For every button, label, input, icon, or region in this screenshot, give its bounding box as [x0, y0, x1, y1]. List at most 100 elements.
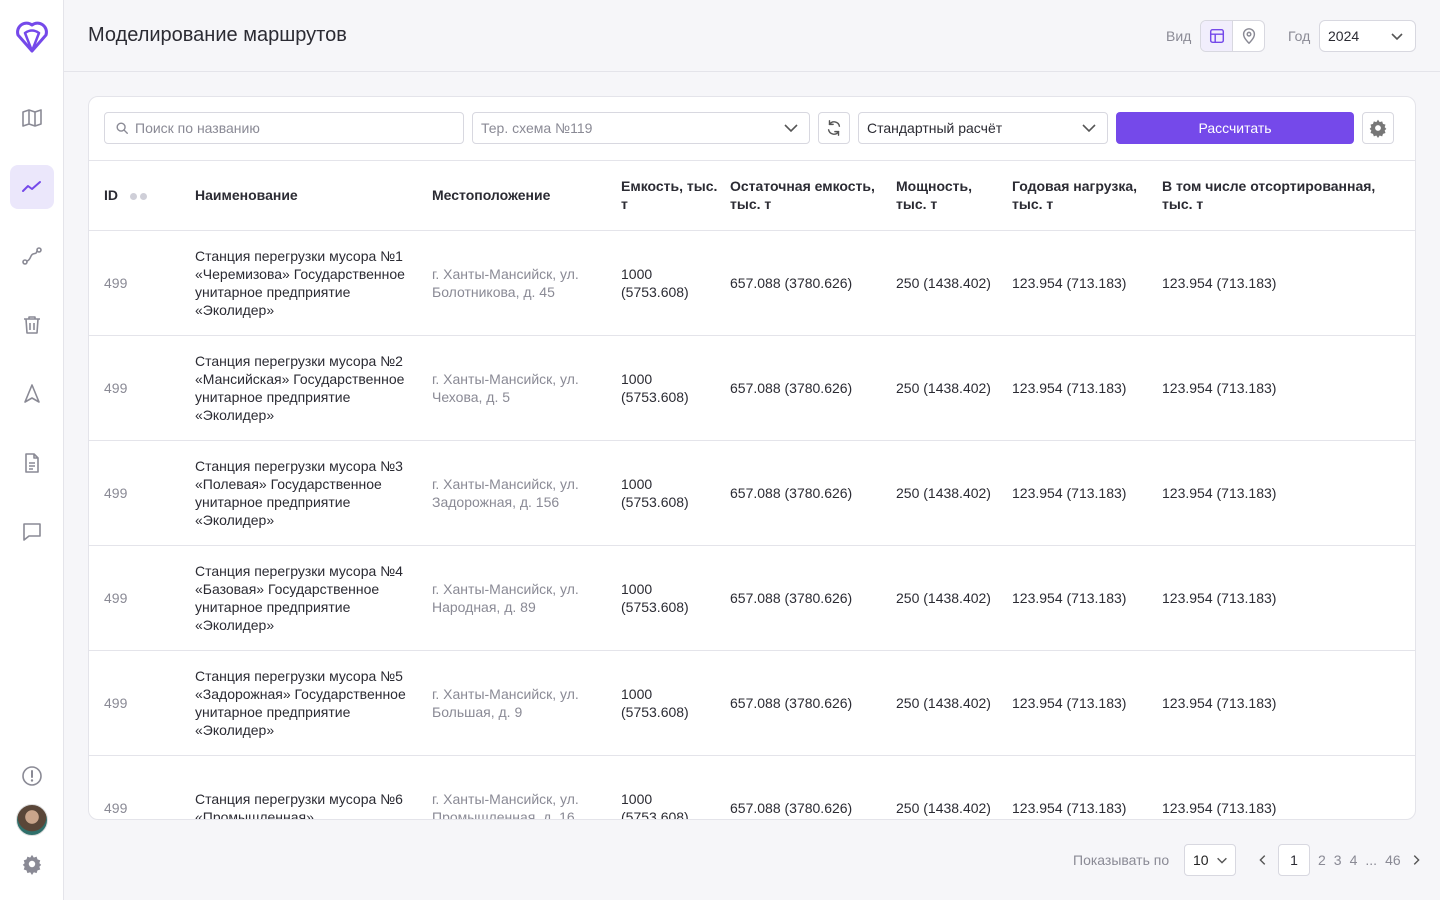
per-page-select[interactable]: 10 [1184, 844, 1236, 876]
chat-icon [23, 523, 41, 541]
cell-power: 250 (1438.402) [896, 440, 1012, 546]
chevron-right-icon [1413, 855, 1420, 865]
cell-sorted: 123.954 (713.183) [1162, 545, 1415, 651]
table-row[interactable]: 499 Станция перегрузки мусора №4 «Базовая… [89, 545, 1415, 651]
cell-location: г. Ханты-Мансийск, ул. Задорожная, д. 15… [432, 440, 621, 546]
year-label: Год [1288, 28, 1311, 44]
chevron-down-icon [784, 124, 798, 133]
cell-annual: 123.954 (713.183) [1012, 440, 1162, 546]
refresh-button[interactable] [818, 112, 850, 144]
cell-sorted: 123.954 (713.183) [1162, 440, 1415, 546]
sort-icon[interactable] [130, 193, 147, 201]
cell-name: Станция перегрузки мусора №5 «Задорожная… [195, 650, 432, 756]
route-icon [22, 247, 42, 265]
column-header-sorted: В том числе отсортированная, тыс. т [1162, 161, 1415, 231]
cell-location: г. Ханты-Мансийск, ул. Промышленная, д. … [432, 755, 621, 819]
alert-button[interactable] [10, 760, 54, 792]
chart-line-icon [22, 181, 41, 192]
sidebar-item-routes[interactable] [10, 234, 54, 278]
cell-residual: 657.088 (3780.626) [730, 545, 896, 651]
pagination: 1 2 3 4 ... 46 [1252, 844, 1427, 876]
sidebar-item-navigation[interactable] [10, 372, 54, 416]
table-header-row: ID Наименование Местоположение Емкость, … [89, 161, 1415, 231]
cell-location: г. Ханты-Мансийск, ул. Большая, д. 9 [432, 650, 621, 756]
cell-power: 250 (1438.402) [896, 230, 1012, 336]
page-2[interactable]: 2 [1318, 852, 1326, 868]
prev-page-button[interactable] [1252, 853, 1274, 867]
next-page-button[interactable] [1405, 853, 1427, 867]
column-header-id[interactable]: ID [89, 161, 195, 231]
cell-name: Станция перегрузки мусора №1 «Черемизова… [195, 230, 432, 336]
page-1[interactable]: 1 [1278, 844, 1310, 876]
cell-id: 499 [89, 545, 195, 651]
cell-power: 250 (1438.402) [896, 755, 1012, 819]
logo-icon[interactable] [14, 16, 50, 54]
year-select[interactable]: 2024 [1319, 20, 1416, 52]
cell-capacity: 1000 (5753.608) [621, 650, 730, 756]
page-46[interactable]: 46 [1385, 852, 1401, 868]
table-row[interactable]: 499 Станция перегрузки мусора №1 «Черемиз… [89, 230, 1415, 336]
settings-button[interactable] [1362, 112, 1394, 144]
column-header-annual: Годовая нагрузка, тыс. т [1012, 161, 1162, 231]
cell-name: Станция перегрузки мусора №4 «Базовая» Г… [195, 545, 432, 651]
settings-button[interactable] [10, 848, 54, 880]
document-icon [25, 453, 39, 473]
chevron-down-icon [1217, 857, 1227, 864]
refresh-icon [827, 120, 841, 136]
cell-capacity: 1000 (5753.608) [621, 230, 730, 336]
gear-icon [1369, 119, 1387, 138]
cell-location: г. Ханты-Мансийск, ул. Болотникова, д. 4… [432, 230, 621, 336]
table-row[interactable]: 499 Станция перегрузки мусора №2 «Мансийс… [89, 335, 1415, 441]
cell-annual: 123.954 (713.183) [1012, 545, 1162, 651]
calc-type-select[interactable]: Стандартный расчёт [858, 112, 1108, 144]
cell-residual: 657.088 (3780.626) [730, 335, 896, 441]
cell-id: 499 [89, 440, 195, 546]
calculate-button[interactable]: Рассчитать [1116, 112, 1354, 144]
year-value: 2024 [1328, 28, 1360, 44]
cell-annual: 123.954 (713.183) [1012, 755, 1162, 819]
chevron-down-icon [1082, 124, 1096, 133]
chevron-left-icon [1259, 855, 1266, 865]
page-3[interactable]: 3 [1333, 852, 1342, 868]
table-row[interactable]: 499 Станция перегрузки мусора №6 «Промышл… [89, 755, 1415, 819]
page-ellipsis: ... [1365, 852, 1378, 868]
sidebar-item-map[interactable] [10, 96, 54, 140]
page-header: Моделирование маршрутов Вид Год 2024 [64, 0, 1440, 72]
table-view-button[interactable] [1201, 21, 1233, 51]
column-header-location: Местоположение [432, 161, 621, 231]
cell-capacity: 1000 (5753.608) [621, 545, 730, 651]
map-view-button[interactable] [1232, 21, 1264, 51]
table-row[interactable]: 499 Станция перегрузки мусора №3 «Полевая… [89, 440, 1415, 546]
navigation-icon [24, 384, 40, 403]
map-icon [22, 109, 42, 127]
cell-annual: 123.954 (713.183) [1012, 650, 1162, 756]
cell-capacity: 1000 (5753.608) [621, 440, 730, 546]
stations-card: Тер. схема №119 Стандартный расчёт Рассч… [88, 96, 1416, 820]
gear-icon [22, 854, 42, 875]
page-title: Моделирование маршрутов [88, 24, 347, 46]
cell-capacity: 1000 (5753.608) [621, 335, 730, 441]
cell-name: Станция перегрузки мусора №2 «Мансийская… [195, 335, 432, 441]
trash-icon [24, 316, 40, 334]
search-input[interactable] [135, 120, 455, 136]
search-field[interactable] [104, 112, 464, 144]
user-avatar-button[interactable] [10, 804, 54, 836]
cell-residual: 657.088 (3780.626) [730, 230, 896, 336]
cell-capacity: 1000 (5753.608) [621, 755, 730, 819]
cell-residual: 657.088 (3780.626) [730, 440, 896, 546]
table-row[interactable]: 499 Станция перегрузки мусора №5 «Задорож… [89, 650, 1415, 756]
per-page-label: Показывать по [1073, 852, 1170, 868]
sidebar-item-messages[interactable] [10, 510, 54, 554]
page-4[interactable]: 4 [1349, 852, 1358, 868]
sidebar-item-waste[interactable] [10, 303, 54, 347]
cell-id: 499 [89, 650, 195, 756]
scheme-select-placeholder: Тер. схема №119 [481, 120, 593, 136]
scheme-select[interactable]: Тер. схема №119 [472, 112, 810, 144]
sidebar-item-documents[interactable] [10, 441, 54, 485]
cell-sorted: 123.954 (713.183) [1162, 650, 1415, 756]
sidebar-item-analytics[interactable] [10, 165, 54, 209]
cell-annual: 123.954 (713.183) [1012, 335, 1162, 441]
cell-power: 250 (1438.402) [896, 545, 1012, 651]
cell-location: г. Ханты-Мансийск, ул. Народная, д. 89 [432, 545, 621, 651]
cell-id: 499 [89, 335, 195, 441]
